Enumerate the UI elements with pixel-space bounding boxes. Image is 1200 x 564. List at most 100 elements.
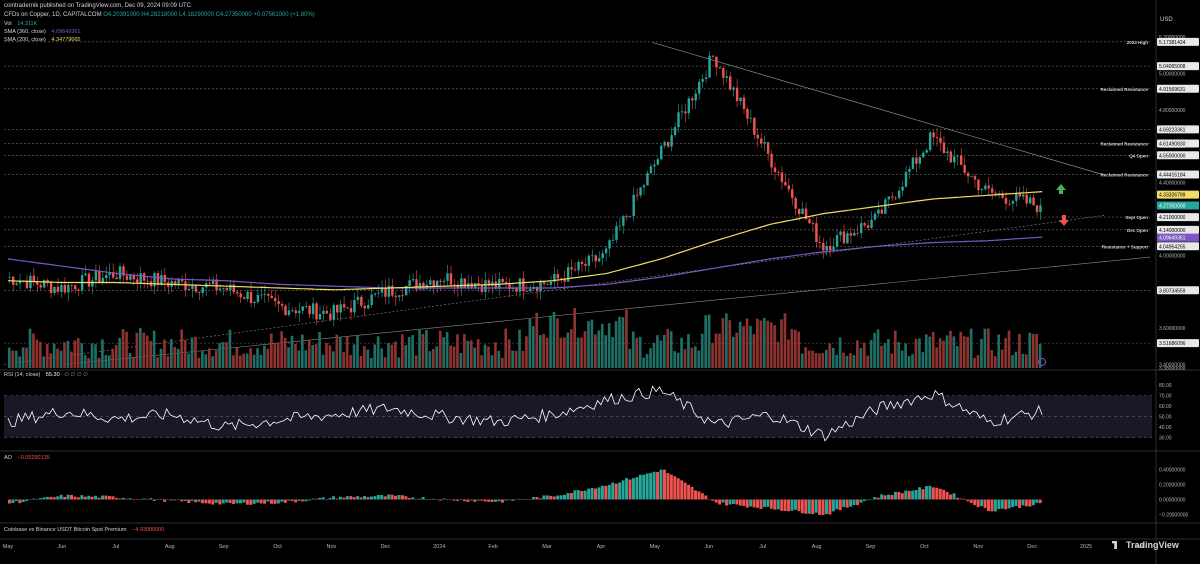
candle-body (732, 87, 735, 90)
volume-bar (928, 336, 932, 368)
ao-bar (407, 497, 411, 500)
volume-bar (756, 318, 759, 368)
ao-bar (418, 498, 422, 500)
volume-bar (242, 353, 246, 368)
ao-bar (818, 499, 822, 515)
volume-bar (590, 319, 594, 368)
candle-body (384, 287, 387, 297)
trendline-lower (3, 214, 1106, 365)
candle-body (304, 306, 308, 307)
ao-bar (980, 499, 984, 507)
volume-bar (32, 333, 35, 368)
candle-body (187, 289, 191, 291)
volume-bar (180, 329, 184, 368)
candle-body (587, 255, 591, 266)
volume-bar (545, 337, 549, 368)
ao-bar (207, 499, 211, 504)
volume-bar (821, 352, 825, 368)
candle-body (201, 287, 204, 293)
ao-bar (669, 474, 673, 500)
ao-bar (307, 499, 311, 501)
tradingview-logo[interactable]: TradingView (1112, 540, 1179, 550)
candle-body (63, 284, 67, 293)
volume-bar (383, 357, 387, 368)
symbol-title[interactable]: CFDs on Copper, 1D, CAPITALCOM (4, 12, 102, 18)
ao-bar (811, 499, 815, 515)
volume-bar (328, 345, 332, 368)
candle-body (594, 255, 597, 262)
volume-bar (66, 340, 70, 368)
ao-bar (52, 497, 56, 500)
volume-bar (828, 343, 832, 368)
volume-bar (438, 330, 442, 368)
ao-bar (797, 499, 801, 512)
candle-body (1039, 205, 1042, 213)
ao-bar (459, 499, 463, 500)
ao-bar (924, 486, 928, 500)
volume-bar (597, 330, 601, 368)
ao-bar (787, 499, 791, 512)
volume-bar (842, 352, 845, 368)
volume-bar (35, 339, 39, 368)
ao-bar (621, 480, 625, 500)
ao-bar (490, 499, 494, 502)
volume-bar (276, 342, 280, 368)
ao-bar (287, 499, 291, 501)
volume-bar (494, 342, 497, 368)
volume-bar (873, 332, 876, 368)
candle-body (615, 226, 618, 240)
candle-body (211, 279, 215, 285)
ao-bar (1021, 499, 1025, 506)
ao-bar (70, 494, 73, 500)
volume-bar (811, 350, 814, 368)
rsi-legend[interactable]: RSI (14, close) 55.30 ∅ ∅ ∅ ∅ (4, 372, 88, 378)
sma200-legend[interactable]: SMA (200, close) 4.34779665 (4, 37, 80, 43)
candle-body (460, 278, 463, 288)
ao-bar (594, 488, 597, 500)
candle-body (580, 261, 584, 264)
candle-body (1032, 197, 1035, 206)
ao-bar (335, 498, 339, 500)
volume-bar (414, 355, 418, 368)
volume-bar (642, 357, 645, 368)
volume-bar (1035, 333, 1038, 368)
ao-legend[interactable]: AO −0.05290135 (4, 455, 50, 461)
candle-body (84, 273, 87, 276)
volume-bar (397, 357, 401, 368)
candle-body (377, 292, 380, 294)
time-tick-label: Sep (866, 544, 876, 550)
ao-bar (697, 491, 701, 500)
candle-body (39, 284, 42, 288)
candle-body (649, 166, 653, 174)
candle-body (432, 280, 435, 287)
candle-body (794, 198, 797, 209)
candle-body (677, 112, 680, 128)
volume-bar (121, 329, 125, 368)
ao-bar (432, 498, 435, 500)
ao-bar (938, 488, 942, 500)
ao-bar (780, 499, 784, 511)
logo-text: TradingView (1126, 540, 1179, 550)
volume-bar (269, 333, 273, 368)
ao-bar (987, 499, 990, 512)
ao-bar (483, 499, 487, 502)
price-marker-label: 5.17381424 (1159, 40, 1186, 46)
ao-bar (1028, 499, 1032, 507)
ao-bar (480, 499, 484, 501)
ao-bar (769, 499, 773, 509)
candle-body (494, 281, 497, 289)
volume-legend[interactable]: Vol 14.311K (4, 21, 37, 27)
ao-bar (411, 497, 415, 500)
volume-bar (1024, 354, 1028, 368)
volume-bar (759, 320, 763, 368)
ao-bar (114, 497, 118, 500)
volume-bar (856, 340, 859, 368)
volume-bar (128, 352, 132, 368)
candle-body (487, 280, 491, 286)
volume-bar (825, 349, 828, 368)
volume-bar (876, 329, 880, 368)
sma360-legend[interactable]: SMA (360, close) 4.09649361 (4, 29, 80, 35)
premium-legend[interactable]: Coinbase vs Binance USDT Bitcoin Spot Pr… (4, 527, 164, 533)
candle-body (697, 81, 701, 94)
